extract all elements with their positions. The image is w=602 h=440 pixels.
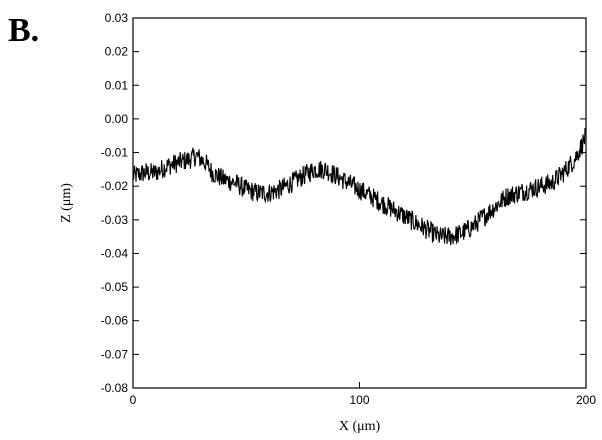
x-tick-label: 100 <box>349 393 369 407</box>
y-tick-label: -0.08 <box>101 381 129 395</box>
panel-label: B. <box>8 12 40 49</box>
x-axis-ticks: 0 100 200 <box>130 382 596 407</box>
y-tick-label: -0.01 <box>101 146 129 160</box>
y-tick-label: -0.07 <box>101 347 129 361</box>
y-tick-label: 0.00 <box>105 112 129 126</box>
y-tick-label: -0.04 <box>101 246 129 260</box>
y-tick-label: -0.03 <box>101 213 129 227</box>
y-tick-label: 0.03 <box>105 11 129 25</box>
y-axis-title: Z (μm) <box>59 183 74 223</box>
y-tick-label: -0.02 <box>101 179 129 193</box>
profile-line <box>132 126 587 246</box>
y-tick-label: -0.05 <box>101 280 129 294</box>
y-tick-label: -0.06 <box>101 314 129 328</box>
x-axis-title: X (μm) <box>339 419 381 434</box>
plot-frame <box>132 17 587 389</box>
x-tick-label: 0 <box>130 393 137 407</box>
y-tick-label: 0.02 <box>105 45 129 59</box>
y-tick-label: 0.01 <box>105 78 129 92</box>
y-axis-ticks: -0.08 -0.07 -0.06 -0.05 -0.04 -0.03 -0.02 -0.01… <box>101 11 586 395</box>
x-tick-label: 200 <box>576 393 596 407</box>
